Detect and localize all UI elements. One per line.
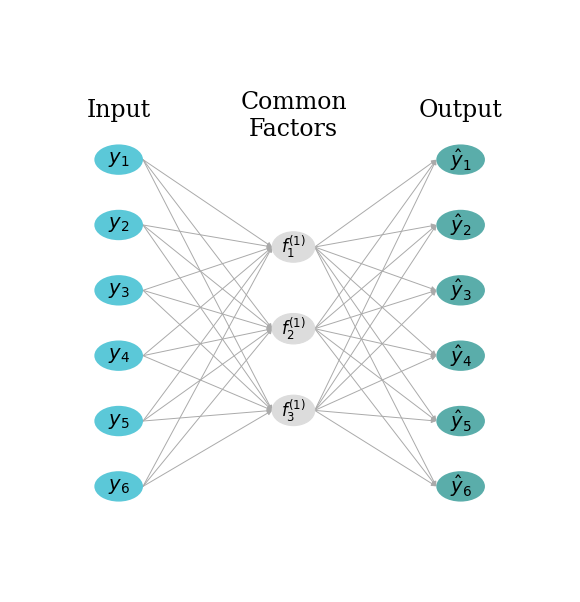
Ellipse shape [436, 275, 485, 306]
Ellipse shape [95, 209, 143, 240]
Ellipse shape [436, 341, 485, 371]
Text: $y_3$: $y_3$ [108, 281, 129, 300]
Ellipse shape [272, 232, 315, 262]
Text: $\hat{y}_5$: $\hat{y}_5$ [450, 408, 472, 434]
Ellipse shape [95, 341, 143, 371]
Text: $\hat{y}_6$: $\hat{y}_6$ [450, 473, 472, 499]
Text: $f_2^{(1)}$: $f_2^{(1)}$ [281, 315, 306, 342]
Text: Common
Factors: Common Factors [240, 92, 347, 141]
Text: $f_3^{(1)}$: $f_3^{(1)}$ [281, 397, 306, 424]
Text: $y_5$: $y_5$ [108, 412, 129, 430]
Text: Output: Output [419, 99, 502, 122]
Ellipse shape [436, 144, 485, 175]
Text: $\hat{y}_4$: $\hat{y}_4$ [450, 343, 472, 368]
Text: $\hat{y}_2$: $\hat{y}_2$ [450, 212, 472, 238]
Text: $\hat{y}_3$: $\hat{y}_3$ [450, 278, 472, 303]
Ellipse shape [272, 395, 315, 426]
Ellipse shape [95, 406, 143, 436]
Text: $f_1^{(1)}$: $f_1^{(1)}$ [281, 234, 306, 261]
Text: $\hat{y}_1$: $\hat{y}_1$ [450, 147, 472, 173]
Ellipse shape [436, 406, 485, 436]
Ellipse shape [95, 275, 143, 306]
Ellipse shape [272, 314, 315, 344]
Text: $y_1$: $y_1$ [108, 150, 129, 169]
Text: $y_2$: $y_2$ [108, 216, 129, 235]
Text: $y_4$: $y_4$ [108, 346, 129, 365]
Ellipse shape [95, 471, 143, 501]
Ellipse shape [95, 144, 143, 175]
Ellipse shape [436, 209, 485, 240]
Ellipse shape [436, 471, 485, 501]
Text: Input: Input [86, 99, 151, 122]
Text: $y_6$: $y_6$ [108, 477, 129, 496]
